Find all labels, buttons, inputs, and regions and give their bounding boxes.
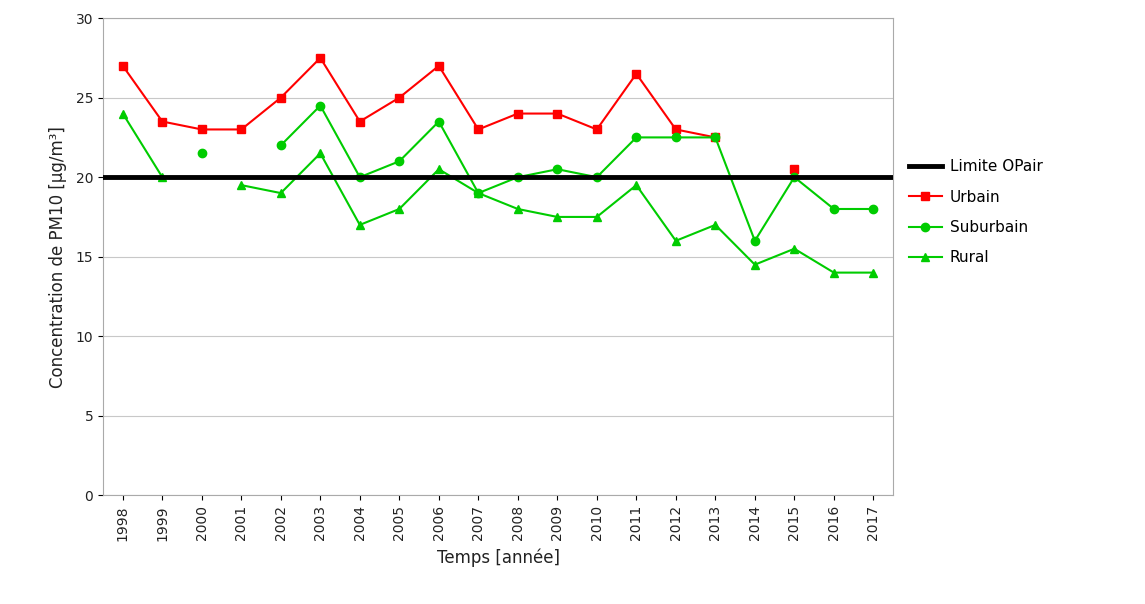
Rural bbox=[630, 182, 643, 189]
Urbain bbox=[314, 54, 327, 62]
Line: Urbain: Urbain bbox=[119, 54, 798, 173]
Rural bbox=[432, 165, 445, 173]
X-axis label: Temps [année]: Temps [année] bbox=[436, 549, 560, 567]
Rural bbox=[590, 213, 603, 220]
Rural bbox=[116, 110, 129, 117]
Suburbain bbox=[590, 173, 603, 181]
Urbain bbox=[551, 110, 564, 117]
Line: Suburbain: Suburbain bbox=[198, 101, 877, 245]
Suburbain bbox=[748, 237, 761, 245]
Urbain bbox=[472, 126, 485, 133]
Rural bbox=[551, 213, 564, 220]
Rural bbox=[472, 190, 485, 197]
Urbain bbox=[393, 94, 406, 101]
Urbain bbox=[353, 118, 366, 125]
Rural bbox=[314, 150, 327, 157]
Suburbain bbox=[393, 158, 406, 165]
Suburbain bbox=[630, 134, 643, 141]
Suburbain bbox=[432, 118, 445, 125]
Suburbain bbox=[867, 205, 881, 213]
Rural bbox=[353, 221, 366, 228]
Urbain bbox=[709, 134, 722, 141]
Urbain bbox=[590, 126, 603, 133]
Urbain bbox=[432, 62, 445, 69]
Rural bbox=[867, 269, 881, 276]
Suburbain bbox=[709, 134, 722, 141]
Urbain bbox=[630, 70, 643, 77]
Rural bbox=[748, 261, 761, 268]
Suburbain bbox=[353, 173, 366, 181]
Line: Rural: Rural bbox=[119, 109, 877, 277]
Suburbain bbox=[195, 150, 208, 157]
Rural bbox=[156, 173, 169, 181]
Suburbain bbox=[827, 205, 840, 213]
Rural bbox=[709, 221, 722, 228]
Rural bbox=[235, 182, 248, 189]
Suburbain bbox=[472, 190, 485, 197]
Rural bbox=[788, 245, 802, 252]
Rural bbox=[274, 190, 287, 197]
Legend: Limite OPair, Urbain, Suburbain, Rural: Limite OPair, Urbain, Suburbain, Rural bbox=[909, 159, 1043, 265]
Urbain bbox=[156, 118, 169, 125]
Suburbain bbox=[314, 102, 327, 109]
Suburbain bbox=[511, 173, 524, 181]
Rural bbox=[511, 205, 524, 213]
Rural bbox=[669, 237, 682, 245]
Urbain bbox=[788, 165, 802, 173]
Rural bbox=[827, 269, 840, 276]
Urbain bbox=[116, 62, 129, 69]
Suburbain bbox=[788, 173, 802, 181]
Urbain bbox=[511, 110, 524, 117]
Urbain bbox=[235, 126, 248, 133]
Urbain bbox=[195, 126, 208, 133]
Y-axis label: Concentration de PM10 [µg/m³]: Concentration de PM10 [µg/m³] bbox=[49, 126, 68, 388]
Urbain bbox=[669, 126, 682, 133]
Rural bbox=[393, 205, 406, 213]
Suburbain bbox=[669, 134, 682, 141]
Suburbain bbox=[274, 142, 287, 149]
Suburbain bbox=[551, 165, 564, 173]
Urbain bbox=[274, 94, 287, 101]
